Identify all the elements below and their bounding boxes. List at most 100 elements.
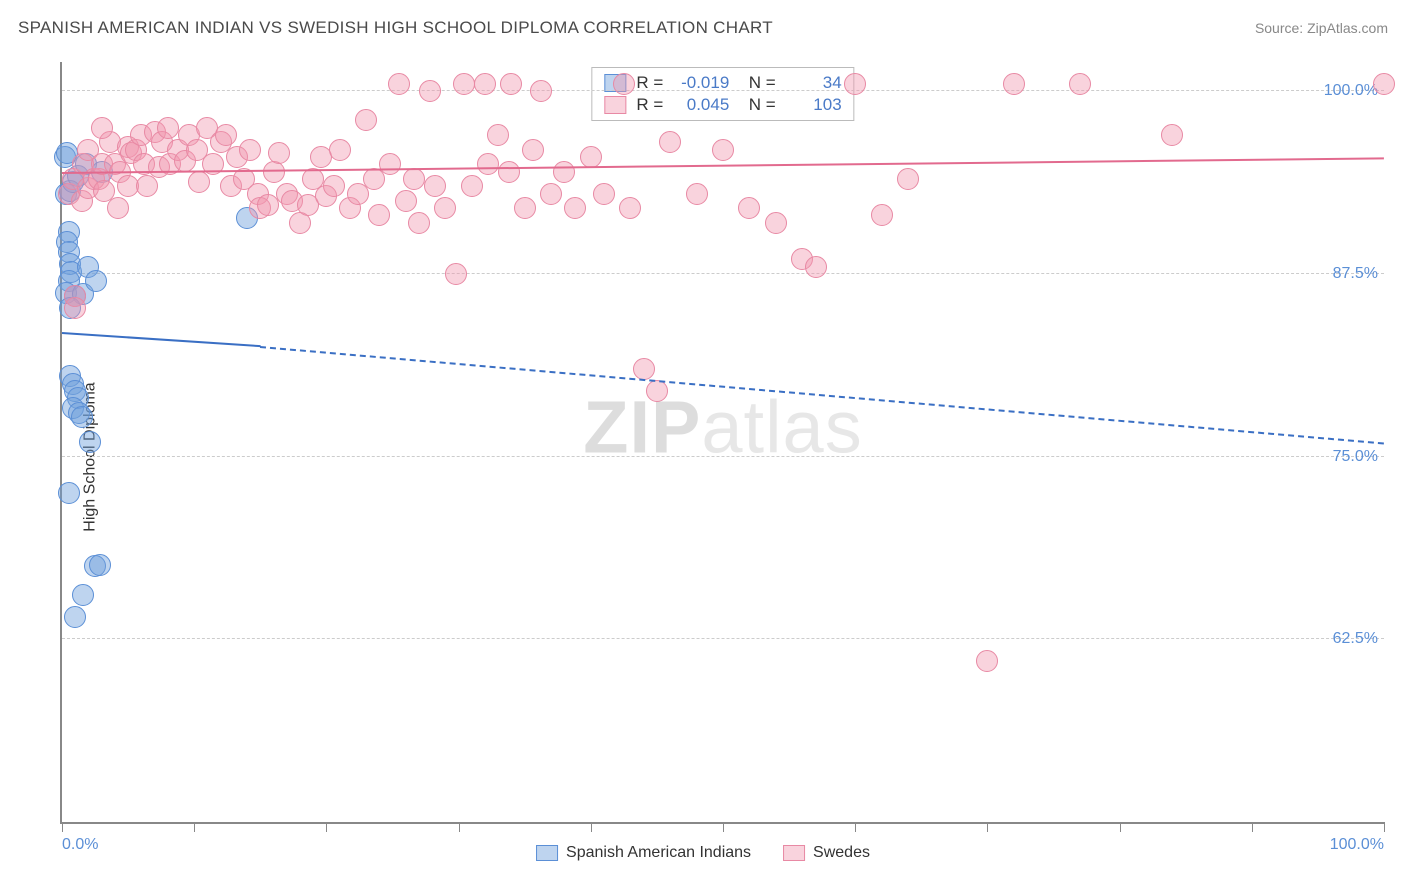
- y-tick-label: 62.5%: [1333, 630, 1378, 648]
- data-point-swe: [453, 73, 475, 95]
- data-point-swe: [474, 73, 496, 95]
- data-point-swe: [686, 183, 708, 205]
- data-point-swe: [477, 153, 499, 175]
- data-point-swe: [136, 175, 158, 197]
- data-point-swe: [738, 197, 760, 219]
- data-point-swe: [659, 131, 681, 153]
- data-point-swe: [498, 161, 520, 183]
- x-tick: [987, 822, 988, 832]
- legend-item-sai: Spanish American Indians: [536, 844, 751, 862]
- x-tick: [326, 822, 327, 832]
- stats-r-label: R =: [636, 95, 663, 115]
- x-tick: [855, 822, 856, 832]
- x-tick: [1120, 822, 1121, 832]
- data-point-swe: [445, 263, 467, 285]
- data-point-swe: [323, 175, 345, 197]
- y-tick-label: 87.5%: [1333, 265, 1378, 283]
- gridline-h: [62, 90, 1384, 91]
- data-point-swe: [976, 650, 998, 672]
- legend-label: Swedes: [813, 844, 870, 862]
- data-point-swe: [419, 80, 441, 102]
- data-point-sai: [85, 270, 107, 292]
- data-point-swe: [268, 142, 290, 164]
- x-tick: [1252, 822, 1253, 832]
- data-point-sai: [64, 606, 86, 628]
- data-point-swe: [403, 168, 425, 190]
- stats-r-value: 0.045: [673, 95, 729, 115]
- data-point-swe: [408, 212, 430, 234]
- gridline-h: [62, 456, 1384, 457]
- chart-container: High School Diploma ZIPatlas R = -0.019 …: [20, 52, 1386, 862]
- data-point-swe: [553, 161, 575, 183]
- data-point-swe: [530, 80, 552, 102]
- data-point-swe: [461, 175, 483, 197]
- data-point-swe: [379, 153, 401, 175]
- x-tick: [1384, 822, 1385, 832]
- data-point-sai: [79, 431, 101, 453]
- x-tick: [459, 822, 460, 832]
- data-point-swe: [712, 139, 734, 161]
- data-point-swe: [91, 117, 113, 139]
- data-point-swe: [564, 197, 586, 219]
- legend-label: Spanish American Indians: [566, 844, 751, 862]
- data-point-swe: [646, 380, 668, 402]
- trend-line-sai: [62, 332, 260, 347]
- x-tick: [194, 822, 195, 832]
- data-point-swe: [388, 73, 410, 95]
- source-attribution: Source: ZipAtlas.com: [1255, 20, 1388, 36]
- data-point-swe: [633, 358, 655, 380]
- data-point-swe: [1161, 124, 1183, 146]
- x-tick-label: 100.0%: [1330, 836, 1384, 854]
- data-point-sai: [72, 584, 94, 606]
- data-point-swe: [239, 139, 261, 161]
- data-point-swe: [64, 297, 86, 319]
- data-point-swe: [619, 197, 641, 219]
- stats-swatch-swe: [604, 96, 626, 114]
- data-point-swe: [500, 73, 522, 95]
- data-point-swe: [871, 204, 893, 226]
- data-point-swe: [424, 175, 446, 197]
- trend-line-dash-sai: [260, 346, 1384, 444]
- series-legend: Spanish American Indians Swedes: [536, 844, 870, 862]
- data-point-swe: [329, 139, 351, 161]
- data-point-swe: [844, 73, 866, 95]
- data-point-swe: [487, 124, 509, 146]
- data-point-swe: [540, 183, 562, 205]
- legend-swatch-sai: [536, 845, 558, 861]
- data-point-swe: [593, 183, 615, 205]
- x-tick: [723, 822, 724, 832]
- data-point-swe: [395, 190, 417, 212]
- data-point-swe: [1069, 73, 1091, 95]
- stats-row-swe: R = 0.045 N = 103: [604, 94, 841, 116]
- data-point-swe: [1373, 73, 1395, 95]
- data-point-sai: [89, 554, 111, 576]
- x-tick-label: 0.0%: [62, 836, 98, 854]
- legend-swatch-swe: [783, 845, 805, 861]
- data-point-swe: [1003, 73, 1025, 95]
- data-point-swe: [514, 197, 536, 219]
- data-point-swe: [107, 197, 129, 219]
- data-point-swe: [215, 124, 237, 146]
- chart-title: SPANISH AMERICAN INDIAN VS SWEDISH HIGH …: [18, 18, 773, 38]
- data-point-sai: [71, 406, 93, 428]
- data-point-swe: [355, 109, 377, 131]
- data-point-sai: [58, 482, 80, 504]
- data-point-swe: [434, 197, 456, 219]
- data-point-swe: [897, 168, 919, 190]
- y-tick-label: 100.0%: [1324, 82, 1378, 100]
- x-tick: [62, 822, 63, 832]
- stats-n-value: 103: [786, 95, 842, 115]
- legend-item-swe: Swedes: [783, 844, 870, 862]
- plot-area: ZIPatlas R = -0.019 N = 34R = 0.045 N = …: [60, 62, 1384, 824]
- data-point-swe: [157, 117, 179, 139]
- stats-n-label: N =: [739, 95, 775, 115]
- data-point-swe: [805, 256, 827, 278]
- data-point-swe: [368, 204, 390, 226]
- data-point-swe: [765, 212, 787, 234]
- y-tick-label: 75.0%: [1333, 448, 1378, 466]
- gridline-h: [62, 273, 1384, 274]
- data-point-swe: [522, 139, 544, 161]
- x-tick: [591, 822, 592, 832]
- data-point-swe: [580, 146, 602, 168]
- gridline-h: [62, 638, 1384, 639]
